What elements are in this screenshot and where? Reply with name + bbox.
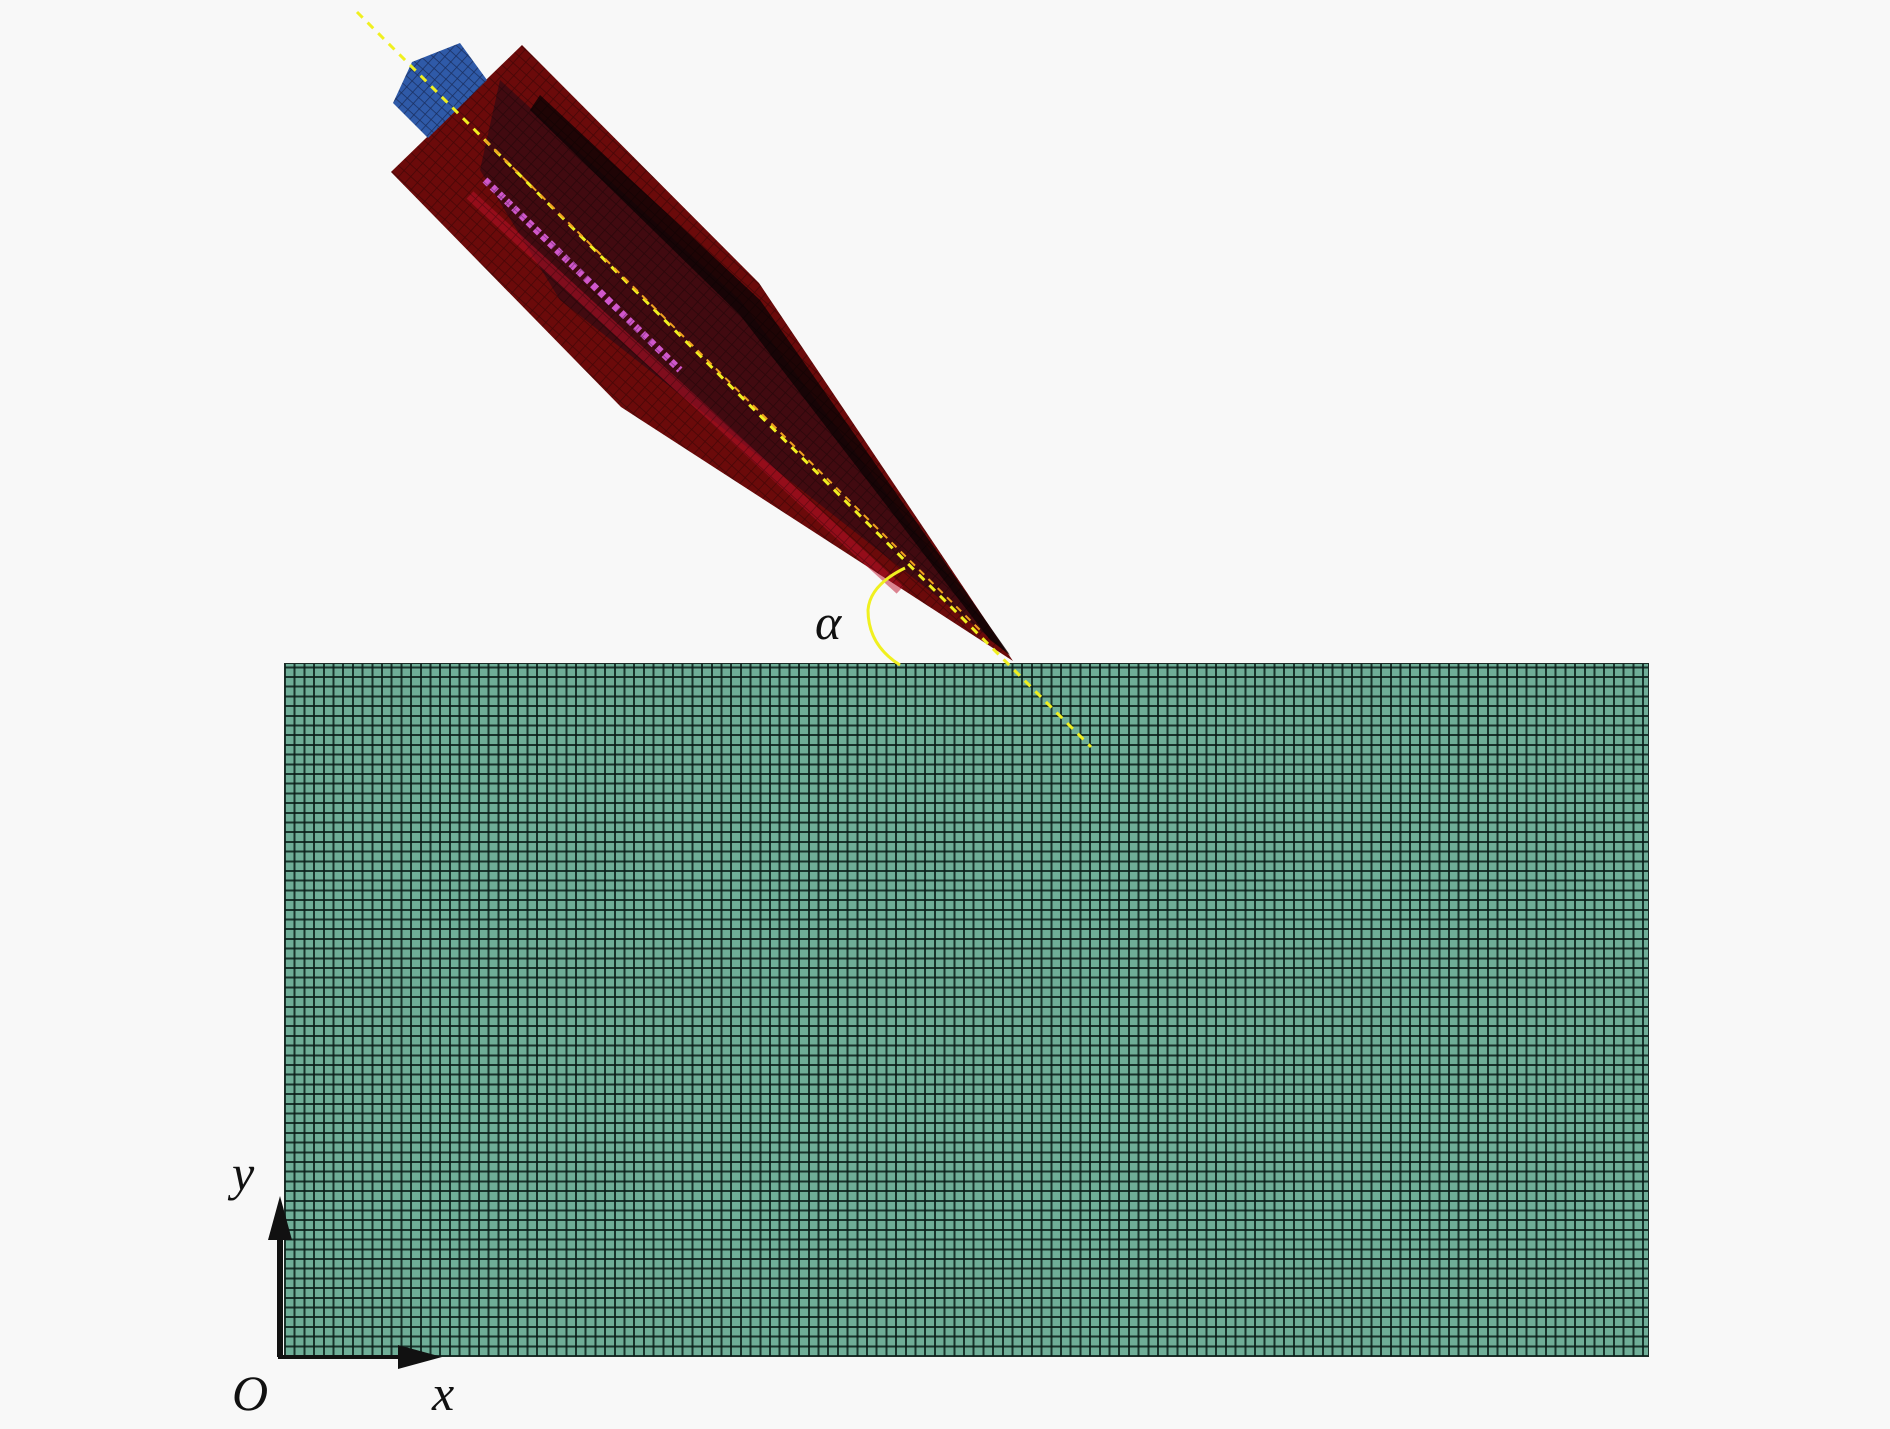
x-arrowhead-icon bbox=[398, 1345, 442, 1369]
projectile-mesh bbox=[391, 45, 1013, 661]
origin-label: O bbox=[232, 1365, 269, 1421]
y-axis-label: y bbox=[232, 1145, 255, 1201]
projectile bbox=[391, 43, 1013, 661]
coordinate-axes bbox=[268, 1196, 442, 1369]
y-arrowhead-icon bbox=[268, 1196, 292, 1240]
projectile-tail-block bbox=[393, 43, 487, 138]
x-axis-label: x bbox=[432, 1365, 455, 1421]
angle-label: α bbox=[815, 594, 842, 650]
angle-arc bbox=[866, 566, 906, 667]
target-plate-mesh bbox=[284, 663, 1649, 1357]
